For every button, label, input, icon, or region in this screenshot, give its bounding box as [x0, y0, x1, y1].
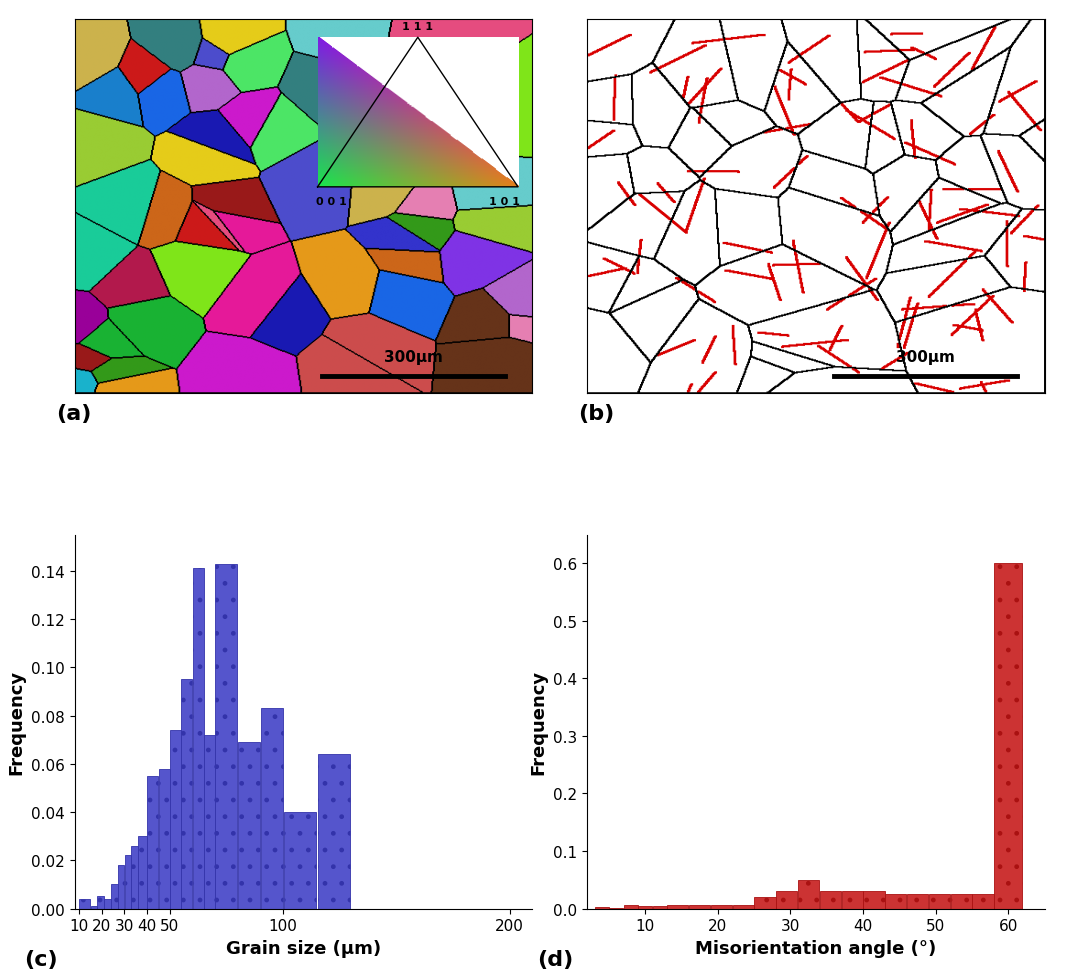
Bar [885, 894, 906, 909]
Bar [776, 891, 797, 909]
Bar [117, 866, 125, 909]
Bar [238, 743, 260, 909]
Bar [995, 564, 1022, 909]
Bar [318, 754, 351, 909]
Text: (c): (c) [25, 949, 58, 968]
Bar [193, 569, 204, 909]
Bar [204, 735, 215, 909]
X-axis label: Misorientation angle (°): Misorientation angle (°) [695, 939, 937, 956]
Bar [907, 894, 928, 909]
Bar [181, 680, 192, 909]
Bar [755, 897, 776, 909]
Bar [689, 905, 710, 909]
Bar [147, 776, 158, 909]
Bar [139, 836, 147, 909]
Bar [711, 905, 732, 909]
Bar [159, 769, 169, 909]
Bar [104, 899, 111, 909]
Bar [820, 891, 841, 909]
Bar [284, 812, 317, 909]
Y-axis label: Frequency: Frequency [530, 669, 548, 775]
Bar [215, 564, 238, 909]
Bar [79, 899, 91, 909]
Bar [798, 880, 819, 909]
Bar [667, 905, 689, 909]
Bar [928, 894, 950, 909]
Bar [169, 730, 181, 909]
Bar [595, 907, 609, 909]
Bar [951, 894, 972, 909]
Text: (b): (b) [578, 404, 614, 423]
Text: (a): (a) [56, 404, 92, 423]
Bar [842, 891, 862, 909]
Text: (d): (d) [537, 949, 574, 968]
Bar [863, 891, 885, 909]
Bar [972, 894, 994, 909]
Text: 300μm: 300μm [897, 350, 955, 365]
Bar [131, 846, 138, 909]
Bar [639, 907, 652, 909]
Bar [652, 907, 666, 909]
Bar [97, 897, 104, 909]
X-axis label: Grain size (μm): Grain size (μm) [226, 939, 381, 956]
Bar [111, 884, 117, 909]
Bar [624, 905, 637, 909]
Bar [125, 856, 131, 909]
Bar [91, 907, 97, 909]
Text: 300μm: 300μm [384, 350, 442, 365]
Bar [732, 905, 754, 909]
Bar [261, 708, 282, 909]
Y-axis label: Frequency: Frequency [7, 669, 26, 775]
